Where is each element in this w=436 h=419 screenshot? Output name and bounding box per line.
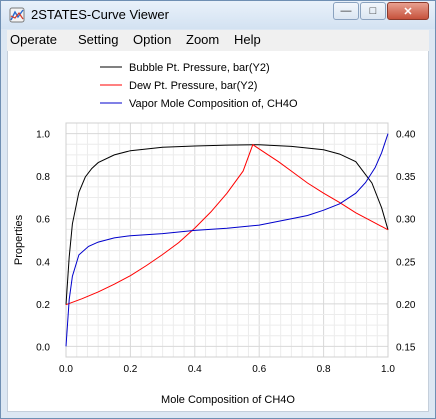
y2-tick-label: 0.35 — [396, 172, 416, 183]
x-tick-label: 1.0 — [381, 364, 395, 375]
y2-tick-label: 0.25 — [396, 257, 416, 268]
x-tick-label: 0.0 — [59, 364, 73, 375]
x-axis-label: Mole Composition of CH4O — [161, 394, 295, 406]
menu-option[interactable]: Option — [133, 32, 172, 47]
chart-svg: Bubble Pt. Pressure, bar(Y2) Dew Pt. Pre… — [13, 62, 416, 406]
x-tick-label: 0.6 — [252, 364, 266, 375]
y-tick-label: 0.6 — [36, 215, 50, 226]
menu-setting[interactable]: Setting — [78, 32, 119, 47]
menu-bar: Operate Setting Option Zoom Help — [7, 30, 429, 52]
chart-area: Bubble Pt. Pressure, bar(Y2) Dew Pt. Pre… — [7, 51, 429, 412]
x-tick-label: 0.2 — [123, 364, 137, 375]
window-title: 2STATES-Curve Viewer — [31, 7, 169, 22]
series-line — [65, 143, 389, 306]
menu-zoom[interactable]: Zoom — [186, 32, 220, 47]
series-lines — [65, 133, 389, 347]
menu-operate[interactable]: Operate — [10, 32, 57, 47]
chart-grid — [65, 122, 389, 357]
menu-help[interactable]: Help — [234, 32, 261, 47]
minimize-button[interactable]: — — [333, 2, 359, 20]
axis-ticks: 0.0 0.2 0.4 0.6 0.8 1.00.00.20.40.60.81.00.15… — [36, 130, 416, 375]
legend-label: Dew Pt. Pressure, bar(Y2) — [129, 80, 257, 92]
x-tick-label: 0.8 — [317, 364, 331, 375]
y2-tick-label: 0.40 — [396, 130, 416, 141]
legend-label: Bubble Pt. Pressure, bar(Y2) — [129, 62, 270, 74]
plot-frame — [65, 122, 389, 358]
y-tick-label: 0.8 — [36, 172, 50, 183]
legend-label: Vapor Mole Composition of, CH4O — [129, 98, 298, 110]
title-bar[interactable]: 2STATES-Curve Viewer — □ ✕ — [1, 1, 435, 29]
maximize-button[interactable]: □ — [360, 2, 386, 20]
x-tick-label: 0.4 — [188, 364, 202, 375]
y-tick-label: 0.2 — [36, 300, 50, 311]
series-line — [65, 144, 389, 305]
y-tick-label: 0.0 — [36, 342, 50, 353]
y2-tick-label: 0.30 — [396, 215, 416, 226]
app-icon — [9, 7, 25, 23]
y-axis-label: Properties — [13, 214, 25, 265]
close-button[interactable]: ✕ — [387, 2, 429, 20]
legend: Bubble Pt. Pressure, bar(Y2) Dew Pt. Pre… — [100, 62, 298, 110]
y2-tick-label: 0.20 — [396, 300, 416, 311]
series-line — [65, 133, 389, 347]
y-tick-label: 0.4 — [36, 257, 50, 268]
y-tick-label: 1.0 — [36, 130, 50, 141]
y2-tick-label: 0.15 — [396, 342, 416, 353]
